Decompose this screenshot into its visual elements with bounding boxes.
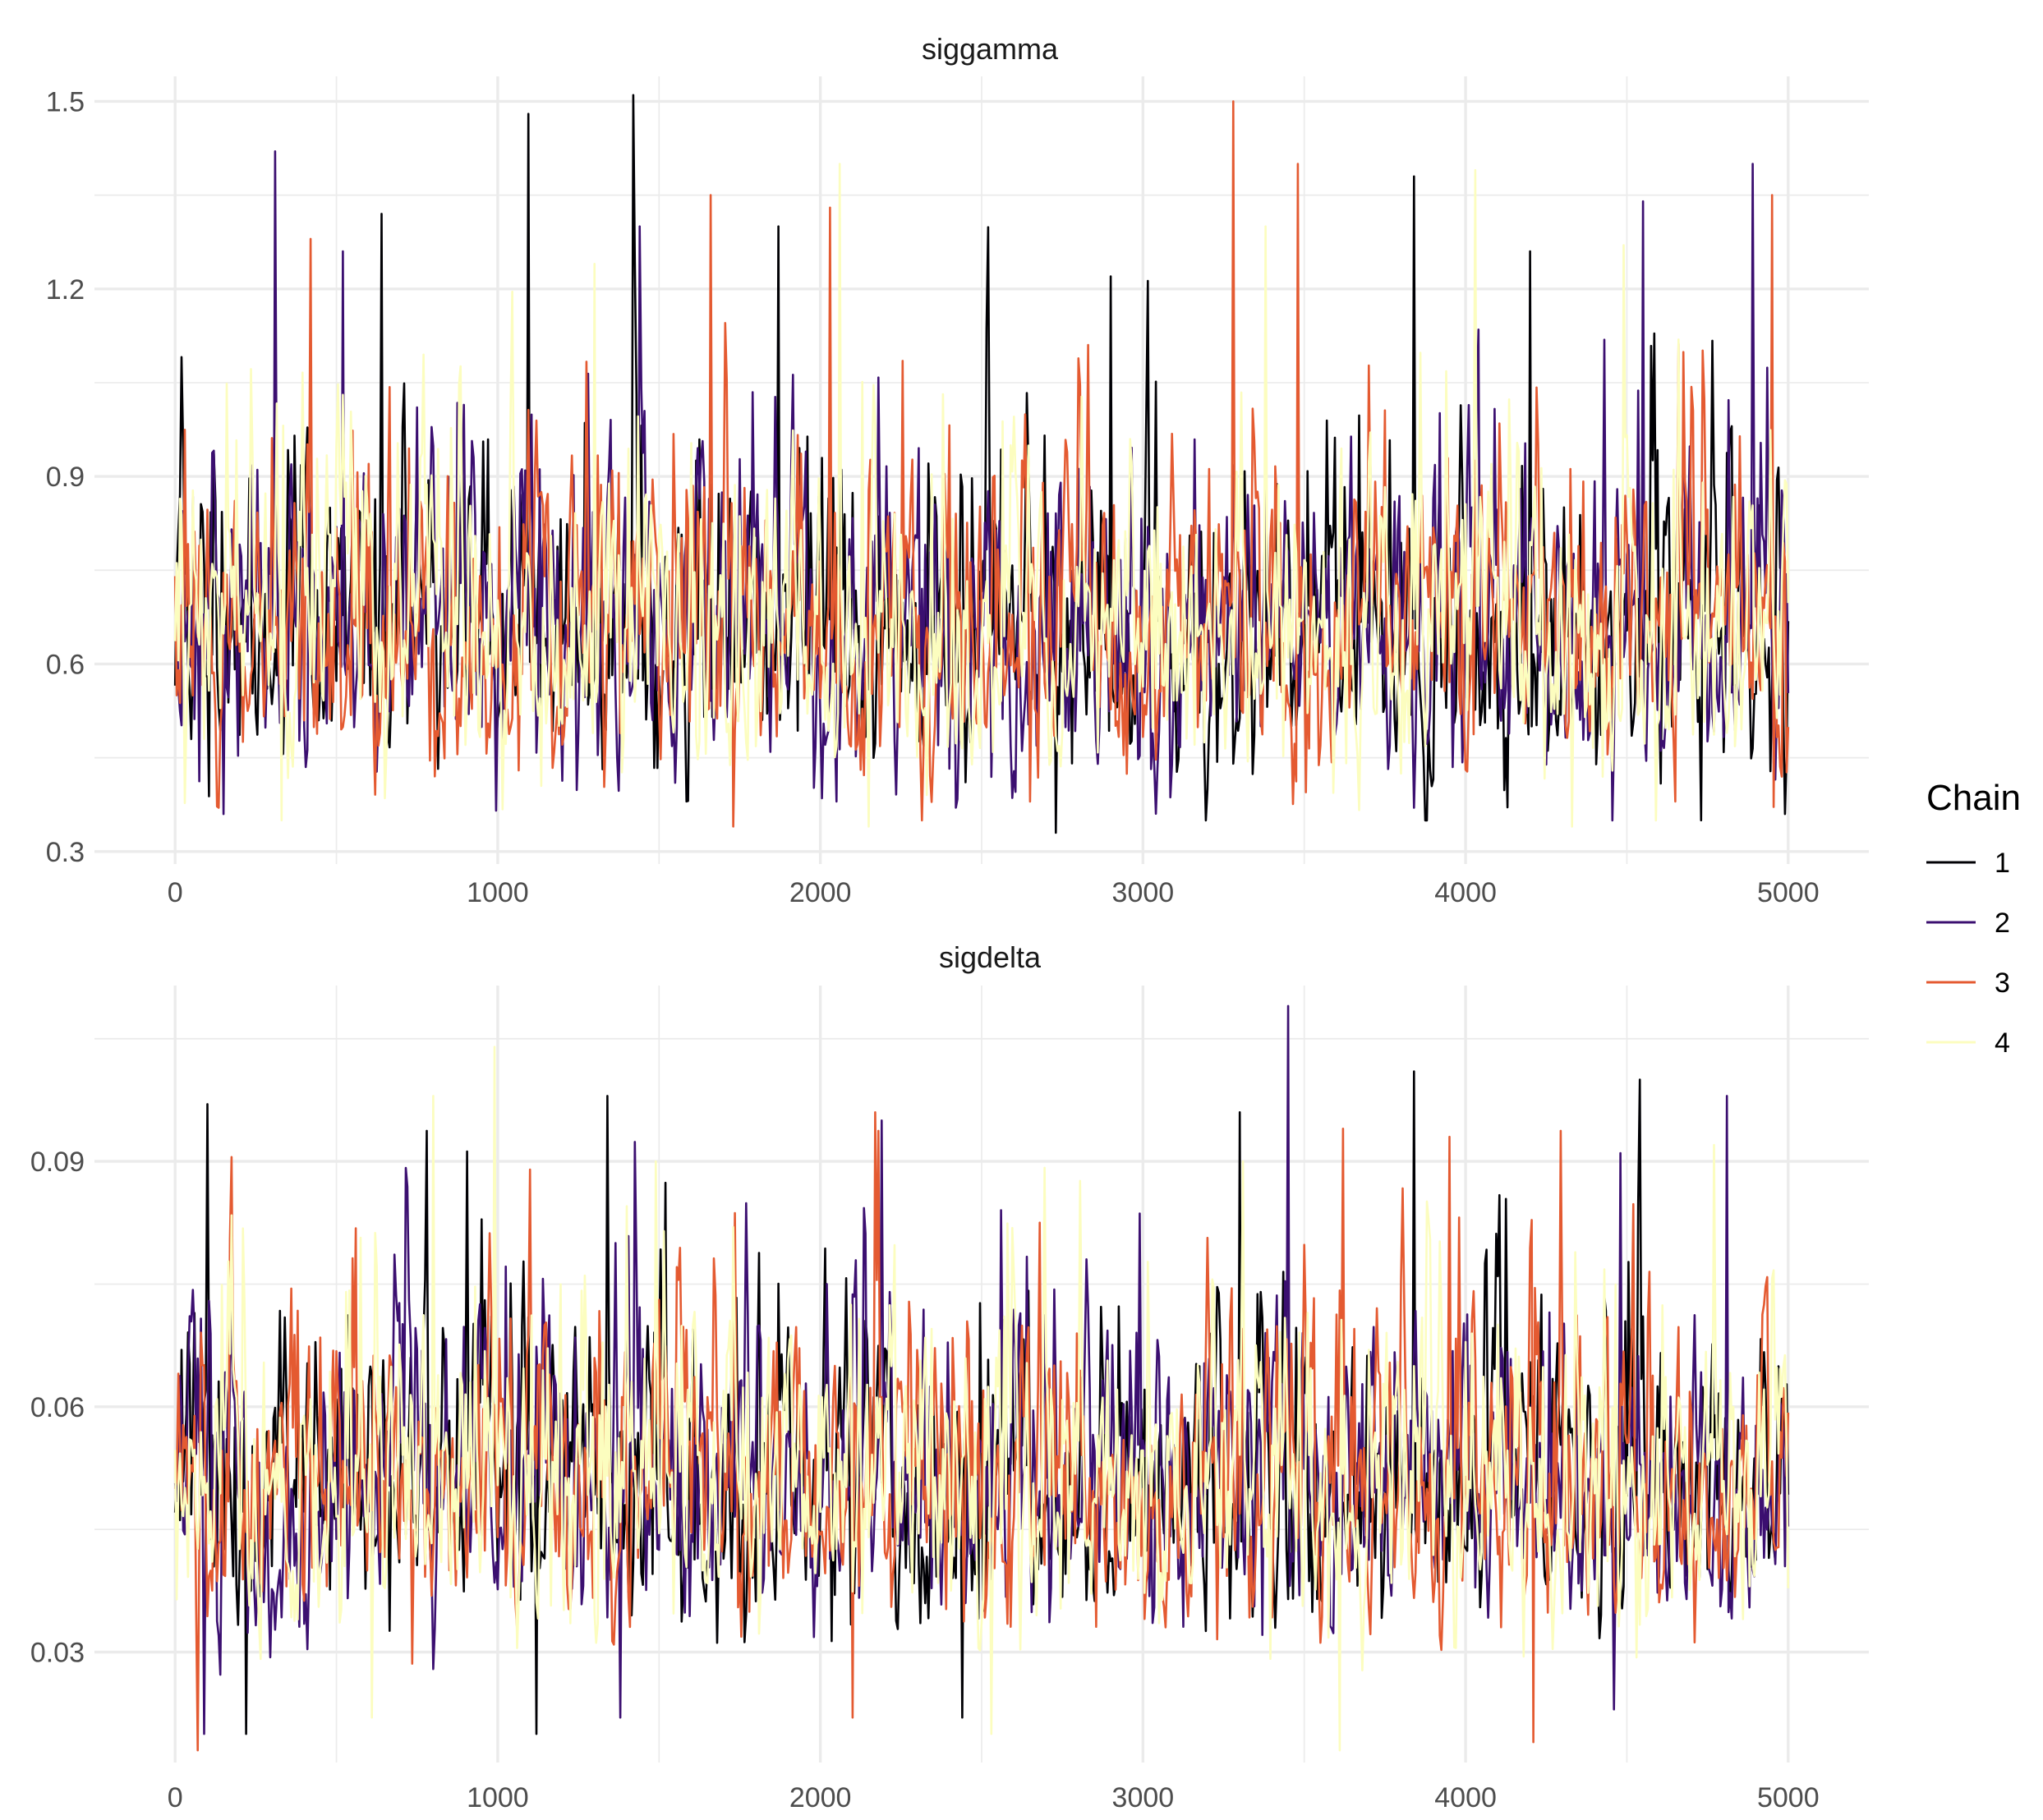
sigdelta-x-tick-label: 2000 bbox=[789, 1782, 852, 1813]
siggamma-x-tick-label: 0 bbox=[168, 877, 183, 908]
sigdelta-x-axis-ticks: 0 1000 2000 3000 4000 5000 bbox=[168, 1782, 1820, 1813]
chain-legend: Chain 1 2 3 4 bbox=[1926, 778, 2021, 1059]
siggamma-x-tick-label: 2000 bbox=[789, 877, 852, 908]
siggamma-chain-4-trace bbox=[173, 163, 1790, 828]
siggamma-x-tick-label: 5000 bbox=[1757, 877, 1820, 908]
legend-title: Chain bbox=[1926, 778, 2021, 818]
siggamma-panel-title: siggamma bbox=[922, 32, 1059, 66]
legend-label-chain-3: 3 bbox=[1995, 967, 2010, 999]
sigdelta-y-tick-label: 0.09 bbox=[30, 1147, 85, 1178]
sigdelta-panel-title: sigdelta bbox=[939, 940, 1042, 974]
siggamma-x-axis-ticks: 0 1000 2000 3000 4000 5000 bbox=[168, 877, 1820, 908]
sigdelta-x-tick-label: 4000 bbox=[1434, 1782, 1497, 1813]
siggamma-x-tick-label: 1000 bbox=[467, 877, 529, 908]
legend-label-chain-2: 2 bbox=[1995, 908, 2010, 939]
sigdelta-x-tick-label: 0 bbox=[168, 1782, 183, 1813]
sigdelta-chain-4-trace bbox=[173, 1046, 1790, 1752]
siggamma-y-tick-label: 0.9 bbox=[46, 462, 85, 493]
sigdelta-y-axis-ticks: 0.03 0.06 0.09 bbox=[30, 1147, 85, 1668]
legend-label-chain-1: 1 bbox=[1995, 848, 2010, 879]
siggamma-y-tick-label: 1.2 bbox=[46, 274, 85, 306]
sigdelta-x-tick-label: 3000 bbox=[1112, 1782, 1175, 1813]
sigdelta-x-tick-label: 1000 bbox=[467, 1782, 529, 1813]
legend-items: 1 2 3 4 bbox=[1926, 848, 2010, 1059]
siggamma-y-axis-ticks: 0.3 0.6 0.9 1.2 1.5 bbox=[46, 86, 85, 867]
siggamma-panel: siggamma 0.3 0.6 0.9 1.2 1.5 0 1000 2000 3000 40… bbox=[46, 32, 1869, 908]
siggamma-y-tick-label: 0.3 bbox=[46, 837, 85, 868]
sigdelta-x-tick-label: 5000 bbox=[1757, 1782, 1820, 1813]
legend-label-chain-4: 4 bbox=[1995, 1027, 2010, 1059]
sigdelta-y-tick-label: 0.03 bbox=[30, 1638, 85, 1669]
siggamma-x-tick-label: 4000 bbox=[1434, 877, 1497, 908]
siggamma-trace-lines bbox=[173, 94, 1790, 834]
siggamma-y-tick-label: 1.5 bbox=[46, 86, 85, 117]
siggamma-y-tick-label: 0.6 bbox=[46, 649, 85, 680]
siggamma-x-tick-label: 3000 bbox=[1112, 877, 1175, 908]
sigdelta-chain-3-trace bbox=[173, 1111, 1790, 1752]
sigdelta-trace-lines bbox=[173, 1004, 1790, 1752]
sigdelta-panel: sigdelta 0.03 0.06 0.09 0 1000 2000 3000 4000 5… bbox=[30, 940, 1869, 1813]
sigdelta-y-tick-label: 0.06 bbox=[30, 1392, 85, 1423]
